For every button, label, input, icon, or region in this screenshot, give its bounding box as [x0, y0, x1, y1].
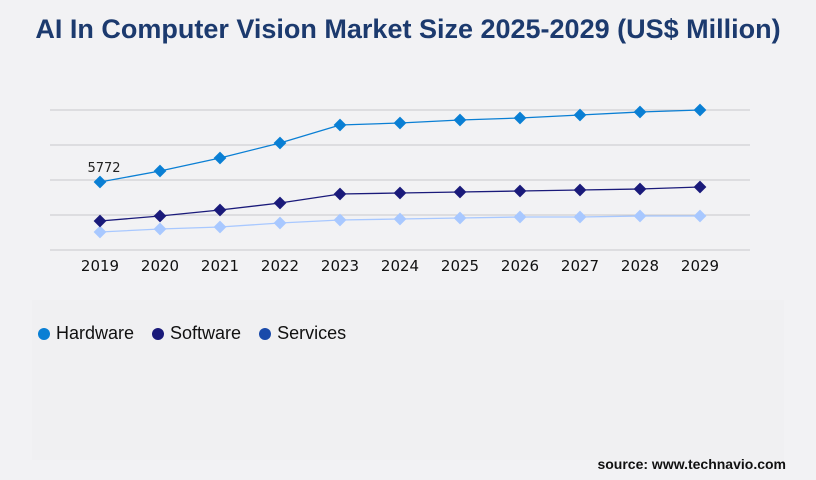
source-text: source: www.technavio.com	[597, 456, 786, 472]
legend-label: Software	[170, 323, 242, 343]
x-tick-label: 2025	[441, 257, 479, 275]
data-point-hardware	[693, 103, 707, 117]
data-point-services	[93, 225, 107, 239]
x-tick-label: 2027	[561, 257, 599, 275]
line-chart: 2019 2020 2021 2022 2023 2024 2025 2026 2027 2028…	[50, 103, 750, 275]
data-point-hardware	[633, 105, 647, 119]
data-point-software	[213, 203, 227, 217]
data-point-services	[453, 211, 467, 225]
legend-item-services[interactable]: Services	[259, 323, 346, 344]
data-point-services	[333, 213, 347, 227]
data-point-software	[693, 180, 707, 194]
data-point-services	[693, 209, 707, 223]
x-tick-label: 2022	[261, 257, 299, 275]
data-point-hardware	[213, 151, 227, 165]
data-point-services	[513, 210, 527, 224]
data-label: 5772	[87, 161, 120, 176]
data-point-hardware	[273, 136, 287, 150]
legend-item-software[interactable]: Software	[152, 323, 241, 344]
data-point-hardware	[153, 164, 167, 178]
legend-item-hardware[interactable]: Hardware	[38, 323, 134, 344]
data-point-hardware	[513, 111, 527, 125]
data-point-software	[273, 196, 287, 210]
legend-marker-hardware	[38, 327, 50, 340]
data-point-hardware	[93, 175, 107, 189]
data-point-services	[573, 210, 587, 224]
x-tick-label: 2026	[501, 257, 539, 275]
x-tick-label: 2019	[81, 257, 119, 275]
data-point-software	[393, 186, 407, 200]
legend-marker-services	[259, 327, 272, 340]
legend-label: Services	[277, 323, 347, 343]
data-point-hardware	[453, 113, 467, 127]
x-tick-label: 2028	[621, 257, 659, 275]
data-point-services	[213, 220, 227, 234]
data-point-hardware	[333, 118, 347, 132]
legend-label: Hardware	[56, 323, 135, 343]
data-point-services	[393, 212, 407, 226]
data-point-software	[513, 184, 527, 198]
data-point-software	[453, 185, 467, 199]
data-point-software	[153, 209, 167, 223]
data-point-hardware	[573, 108, 587, 122]
x-tick-label: 2021	[201, 257, 239, 275]
x-tick-label: 2020	[141, 257, 179, 275]
data-point-services	[153, 222, 167, 236]
data-point-software	[573, 183, 587, 197]
legend-background	[32, 300, 784, 460]
x-tick-label: 2023	[321, 257, 359, 275]
chart-title: AI In Computer Vision Market Size 2025-2…	[35, 14, 781, 44]
legend: Hardware Software Services	[38, 323, 346, 344]
data-point-software	[93, 214, 107, 228]
data-point-services	[633, 209, 647, 223]
data-point-software	[333, 187, 347, 201]
data-point-services	[273, 216, 287, 230]
data-point-software	[633, 182, 647, 196]
legend-marker-software	[152, 327, 165, 340]
data-point-hardware	[393, 116, 407, 130]
x-tick-label: 2024	[381, 257, 419, 275]
x-tick-label: 2029	[681, 257, 719, 275]
